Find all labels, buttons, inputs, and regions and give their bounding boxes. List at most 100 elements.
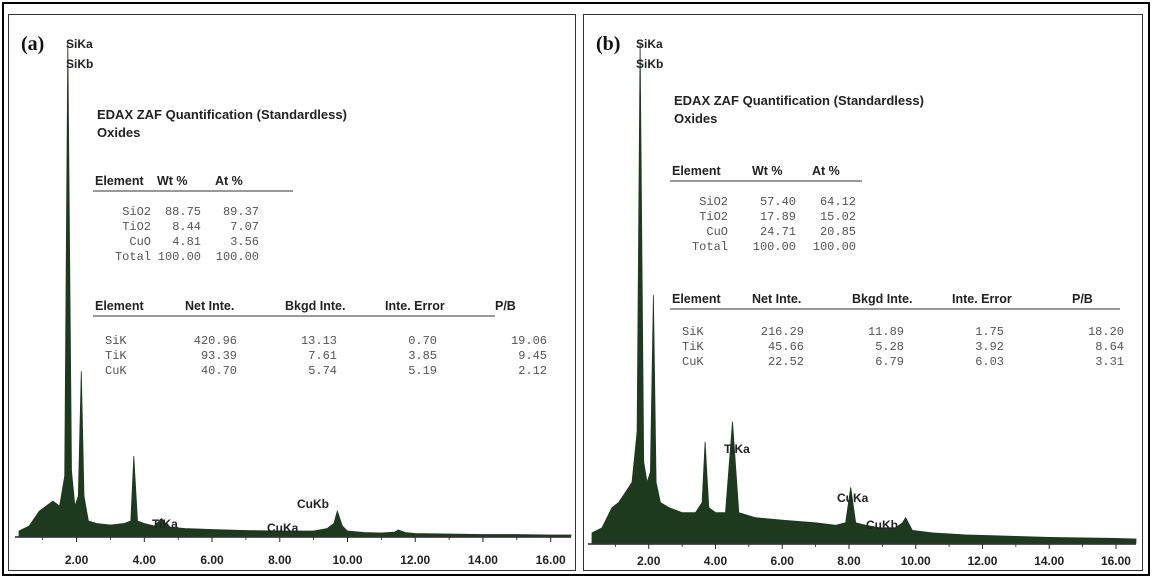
table2-header: P/B [1072, 292, 1093, 306]
table1-cell: 100.00 [753, 240, 796, 254]
table2-cell: 11.89 [868, 325, 904, 339]
x-tick-label: 12.00 [400, 553, 430, 567]
peak-label: SiKb [66, 57, 93, 71]
x-tick-label: 16.00 [536, 553, 566, 567]
table2-header: Element [95, 299, 144, 313]
quant-title: EDAX ZAF Quantification (Standardless) [97, 107, 347, 122]
table1-cell: SiO2 [699, 195, 728, 209]
table2-cell: 3.85 [408, 349, 437, 363]
table2-cell: 216.29 [761, 325, 804, 339]
table2-cell: TiK [682, 340, 704, 354]
table1-cell: 100.00 [813, 240, 856, 254]
table2-cell: 45.66 [768, 340, 804, 354]
table1-cell: 17.89 [760, 210, 796, 224]
spectrum-chart-b: 2.00 4.00 6.00 8.00 10.00 12.00 14.00 16.00 SiKa… [588, 37, 1137, 568]
quant-title: EDAX ZAF Quantification (Standardless) [674, 93, 924, 108]
table1-cell: TiO2 [699, 210, 728, 224]
table2-cell: 9.45 [518, 349, 547, 363]
table1-cell: Total [115, 250, 151, 264]
table2-cell: 13.13 [301, 334, 337, 348]
table1-header: At % [215, 174, 243, 188]
table2-header: Bkgd Inte. [285, 299, 345, 313]
table1-cell: TiO2 [122, 220, 151, 234]
x-tick-label: 2.00 [65, 553, 89, 567]
table2-header: Inte. Error [385, 299, 445, 313]
peak-label: CuKa [837, 491, 869, 505]
table1-cell: 20.85 [820, 225, 856, 239]
x-tick-label: 8.00 [837, 554, 861, 568]
table2-cell: SiK [105, 334, 127, 348]
table2-cell: 5.28 [875, 340, 904, 354]
table2-cell: 22.52 [768, 355, 804, 369]
spectrum-area [591, 42, 1137, 544]
table2-cell: 5.19 [408, 364, 437, 378]
x-tick-label: 10.00 [332, 553, 362, 567]
table1-cell: 57.40 [760, 195, 796, 209]
x-tick-label: 6.00 [200, 553, 224, 567]
table2-cell: 5.74 [308, 364, 337, 378]
table1-cell: 15.02 [820, 210, 856, 224]
table1-cell: 8.44 [172, 220, 201, 234]
table2-cell: SiK [682, 325, 704, 339]
x-tick-label: 16.00 [1101, 554, 1131, 568]
table1-cell: 88.75 [165, 205, 201, 219]
x-tick-label: 14.00 [1034, 554, 1064, 568]
x-tick-label: 6.00 [771, 554, 795, 568]
spectrum-area [18, 41, 572, 537]
peak-label: SiKa [636, 37, 663, 51]
table1-cell: 24.71 [760, 225, 796, 239]
peak-label: CuKb [297, 497, 329, 511]
table1-cell: 89.37 [223, 205, 259, 219]
table2-cell: 18.20 [1088, 325, 1124, 339]
table1-cell: 4.81 [172, 235, 201, 249]
table2-cell: CuK [682, 355, 704, 369]
table1-header: Element [95, 174, 144, 188]
table2-cell: 6.79 [875, 355, 904, 369]
table2-cell: 0.70 [408, 334, 437, 348]
table1-header: Element [672, 164, 721, 178]
x-tick-label: 4.00 [704, 554, 728, 568]
x-tick-label: 10.00 [901, 554, 931, 568]
table2-cell: CuK [105, 364, 127, 378]
table2-cell: 3.31 [1095, 355, 1124, 369]
peak-label: CuKb [866, 518, 898, 532]
spectrum-chart-a: 2.00 4.00 6.00 8.00 10.00 12.00 14.00 16.00 SiKa… [15, 37, 572, 567]
table1-cell: 100.00 [216, 250, 259, 264]
table1-cell: CuO [129, 235, 151, 249]
table1-cell: 7.07 [230, 220, 259, 234]
table2-cell: 6.03 [975, 355, 1004, 369]
table2-cell: 420.96 [194, 334, 237, 348]
table1-cell: SiO2 [122, 205, 151, 219]
table2-cell: 3.92 [975, 340, 1004, 354]
table2-header: Net Inte. [752, 292, 801, 306]
table2-header: Net Inte. [185, 299, 234, 313]
quant-subtitle: Oxides [97, 125, 141, 140]
peak-label: SiKb [636, 57, 663, 71]
peak-label: SiKa [66, 37, 93, 51]
x-tick-label: 4.00 [133, 553, 157, 567]
peak-label: TiKa [724, 442, 750, 456]
x-tick-label: 8.00 [268, 553, 292, 567]
panel-label: (a) [21, 33, 45, 55]
panel-label: (b) [596, 33, 621, 55]
table2-cell: 93.39 [201, 349, 237, 363]
x-tick-label: 12.00 [967, 554, 997, 568]
peak-label: CuKa [267, 521, 299, 535]
table2-cell: 1.75 [975, 325, 1004, 339]
table1-cell: CuO [706, 225, 728, 239]
table2-cell: 7.61 [308, 349, 337, 363]
spectrum-panel-b: 2.00 4.00 6.00 8.00 10.00 12.00 14.00 16.00 SiKa… [583, 14, 1143, 571]
table1-cell: 64.12 [820, 195, 856, 209]
table2-header: Element [672, 292, 721, 306]
peak-label: TiKa [152, 517, 178, 531]
table1-cell: 3.56 [230, 235, 259, 249]
table2-cell: TiK [105, 349, 127, 363]
table2-header: Bkgd Inte. [852, 292, 912, 306]
table2-cell: 19.06 [511, 334, 547, 348]
table2-header: Inte. Error [952, 292, 1012, 306]
table2-cell: 8.64 [1095, 340, 1124, 354]
table2-header: P/B [495, 299, 516, 313]
spectrum-panel-a: 2.00 4.00 6.00 8.00 10.00 12.00 14.00 16.00 SiKa… [8, 14, 576, 571]
table1-header: Wt % [752, 164, 783, 178]
